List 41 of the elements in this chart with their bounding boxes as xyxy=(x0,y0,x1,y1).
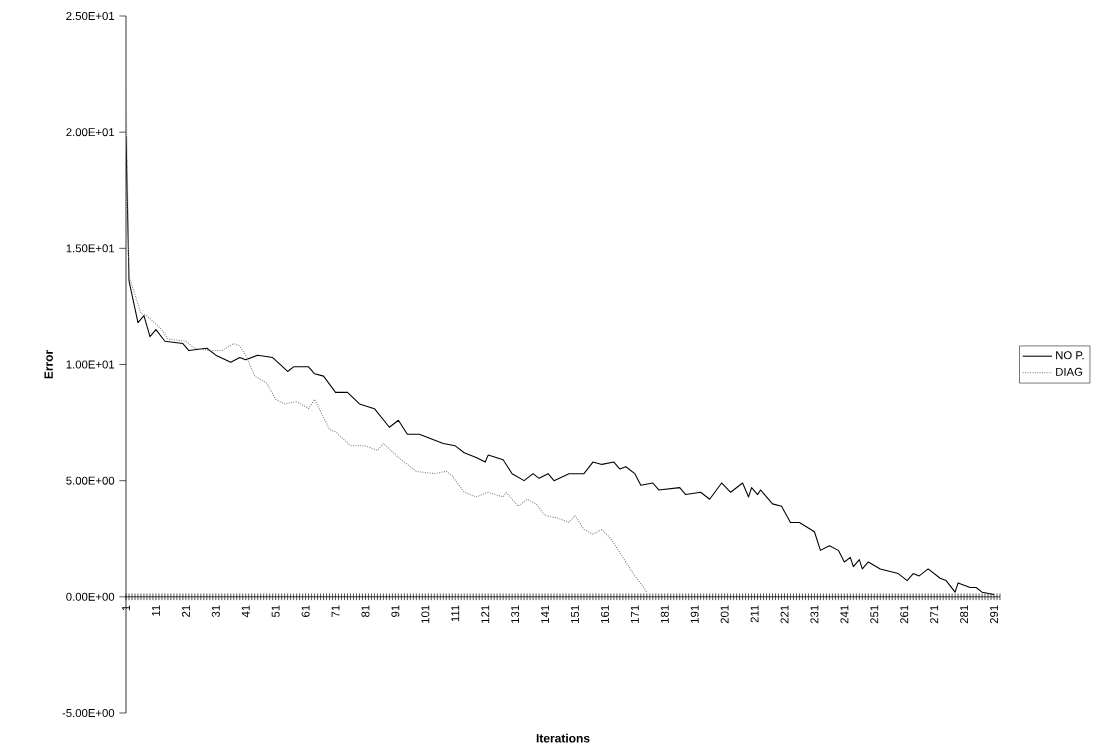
y-axis-title: Error xyxy=(44,350,53,379)
x-tick-label: 101 xyxy=(421,605,430,623)
x-tick-label: 131 xyxy=(511,605,520,623)
x-tick-label: 61 xyxy=(301,605,310,617)
x-tick-label: 281 xyxy=(960,605,969,624)
x-tick-label: 171 xyxy=(630,605,639,623)
x-tick-label: 241 xyxy=(840,605,849,624)
x-tick-label: 261 xyxy=(900,605,909,624)
y-tick-label: -5.00E+00 xyxy=(62,708,115,717)
x-tick-label: 81 xyxy=(361,605,370,617)
x-tick-label: 121 xyxy=(481,605,490,623)
x-tick-label: 251 xyxy=(870,605,879,624)
x-tick-label: 231 xyxy=(810,605,819,624)
x-tick-label: 271 xyxy=(930,605,939,624)
legend-label: NO P. xyxy=(1056,351,1084,360)
x-tick-label: 151 xyxy=(571,605,579,623)
x-axis-title: Iterations xyxy=(536,733,590,743)
legend-label: DIAG xyxy=(1056,367,1083,376)
x-tick-label: 51 xyxy=(271,605,280,618)
x-tick-label: 141 xyxy=(541,605,549,623)
x-tick-label: 31 xyxy=(211,605,220,618)
x-tick-label: 41 xyxy=(241,605,250,618)
x-tick-label: 201 xyxy=(720,605,729,624)
x-tick-label: 221 xyxy=(780,605,789,624)
x-tick-label: 291 xyxy=(990,605,999,624)
x-tick-label: 21 xyxy=(181,605,190,617)
y-tick-label: 1.50E+01 xyxy=(66,244,115,253)
x-tick-label: 191 xyxy=(690,605,699,623)
y-tick-label: 1.00E+01 xyxy=(66,360,115,369)
x-tick-label: 211 xyxy=(750,605,759,623)
x-tick-label: 91 xyxy=(391,605,400,617)
y-tick-label: 2.00E+01 xyxy=(66,128,115,137)
y-tick-label: 2.50E+01 xyxy=(66,11,115,20)
x-tick-label: 161 xyxy=(600,605,609,623)
x-tick-label: 71 xyxy=(331,605,340,617)
y-tick-label: 5.00E+00 xyxy=(66,476,115,485)
x-tick-label: 111 xyxy=(451,605,460,622)
y-tick-label: 0.00E+00 xyxy=(66,592,115,601)
x-tick-label: 11 xyxy=(152,605,160,616)
x-tick-label: 1 xyxy=(122,605,130,611)
x-tick-label: 181 xyxy=(660,605,669,623)
